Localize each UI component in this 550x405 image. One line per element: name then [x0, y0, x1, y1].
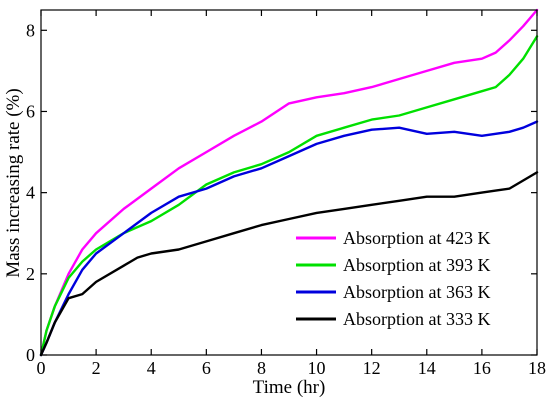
y-axis-title: Mass increasing rate (%)	[3, 88, 24, 277]
ticks-layer: 0 2 4 6 8 10 12 14 16 18 0 2 4 6 8	[26, 10, 546, 378]
x-tick-label-1: 2	[92, 358, 101, 378]
series-line-2	[39, 120, 539, 357]
y-tick-label-3: 6	[26, 101, 35, 121]
x-tick-label-5: 10	[308, 358, 326, 378]
x-tick-label-8: 16	[473, 358, 491, 378]
x-tick-label-7: 14	[418, 358, 436, 378]
series-line-3	[39, 171, 539, 357]
y-tick-label-2: 4	[26, 183, 35, 203]
y-tick-label-0: 0	[26, 345, 35, 365]
x-tick-label-9: 18	[528, 358, 546, 378]
series-line-1	[39, 35, 539, 357]
legend-label-0: Absorption at 423 K	[343, 228, 491, 248]
axes-layer	[40, 9, 538, 356]
series-layer	[39, 8, 539, 357]
y-tick-label-4: 8	[26, 20, 35, 40]
x-tick-label-0: 0	[37, 358, 46, 378]
x-tick-label-3: 6	[202, 358, 211, 378]
x-tick-label-2: 4	[147, 358, 156, 378]
plot-frame	[40, 9, 538, 356]
legend-label-3: Absorption at 333 K	[343, 309, 491, 329]
x-tick-label-4: 8	[257, 358, 266, 378]
y-tick-label-1: 2	[26, 264, 35, 284]
legend-label-2: Absorption at 363 K	[343, 282, 491, 302]
series-line-0	[39, 8, 539, 357]
x-axis-title: Time (hr)	[253, 377, 326, 398]
x-tick-label-6: 12	[363, 358, 381, 378]
legend-label-1: Absorption at 393 K	[343, 255, 491, 275]
legend: Absorption at 423 K Absorption at 393 K Ab…	[296, 228, 491, 329]
